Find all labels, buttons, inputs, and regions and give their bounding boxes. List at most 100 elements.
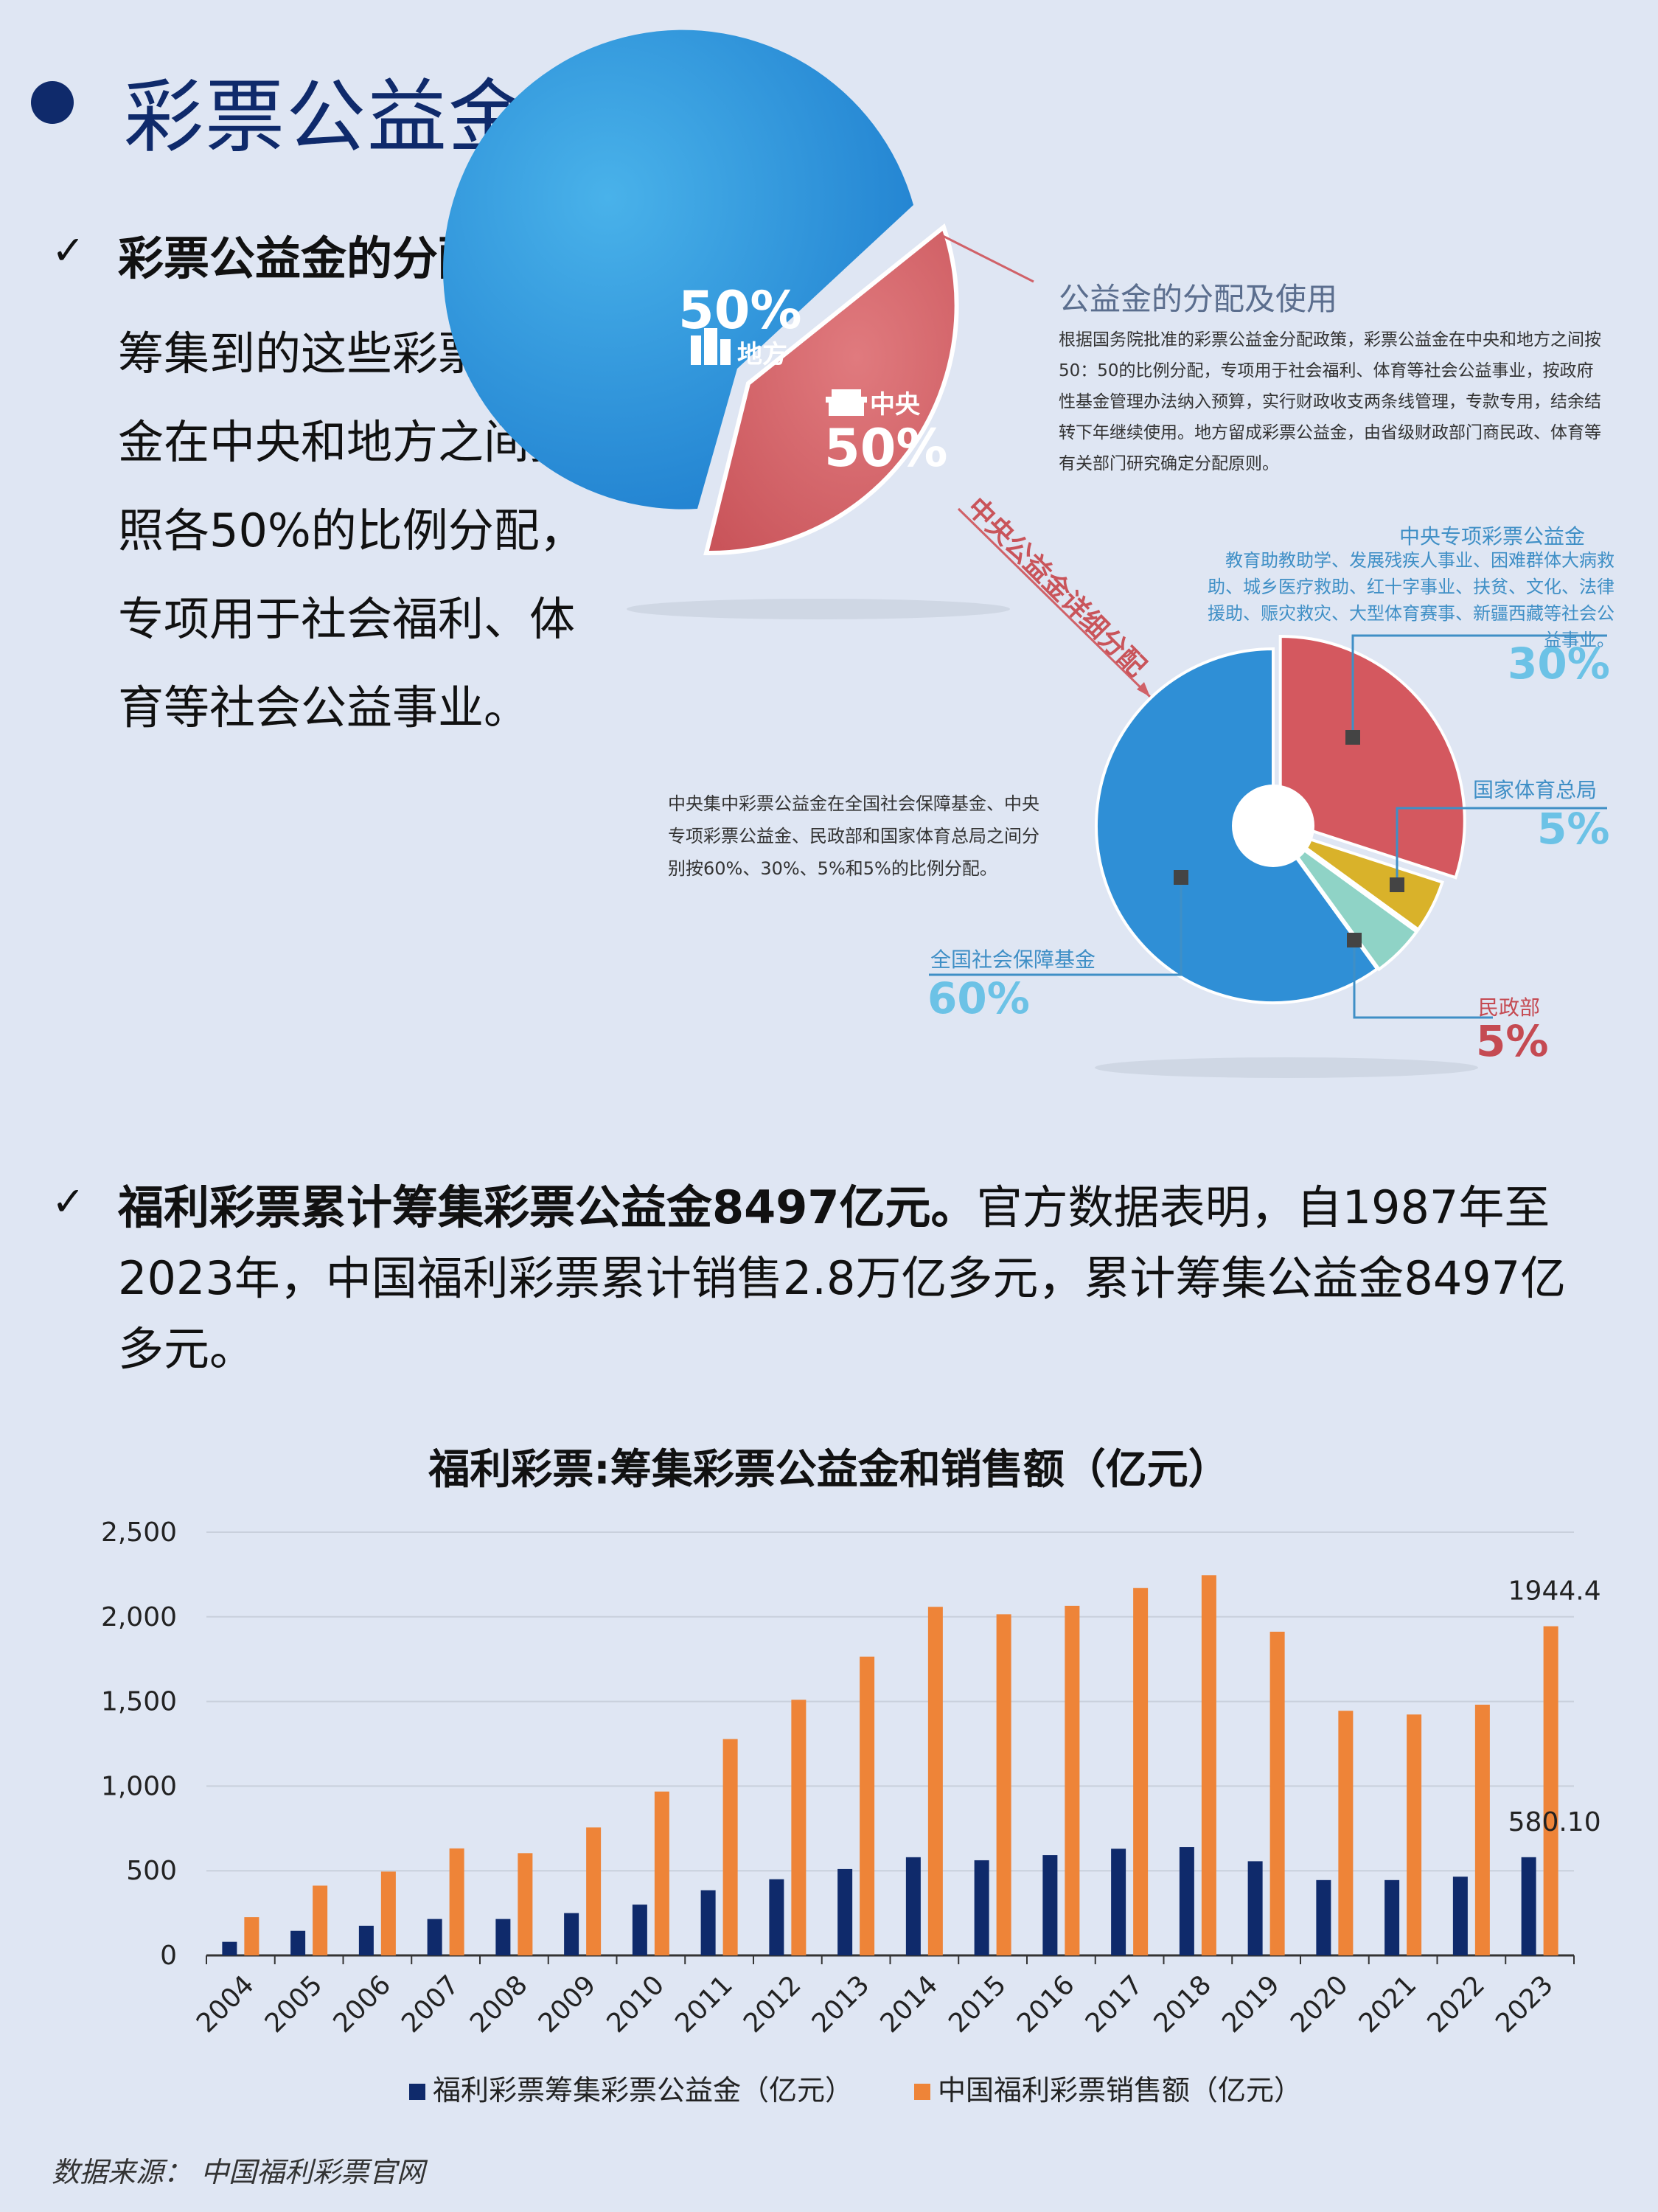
slice-pct-sports: 5% [1537, 804, 1610, 854]
bar-welfare-fund [769, 1879, 784, 1955]
slice-pct-civil-affairs: 5% [1476, 1016, 1549, 1066]
bar-sales [1543, 1626, 1558, 1955]
bar-welfare-fund [1111, 1848, 1126, 1955]
source-note: 数据来源： 中国福利彩票官网 [52, 2156, 425, 2188]
legend-label: 福利彩票筹集彩票公益金（亿元） [433, 2074, 853, 2107]
bar-welfare-fund [1521, 1857, 1536, 1955]
bar-welfare-fund [1247, 1861, 1263, 1955]
x-tick-label: 2011 [669, 1969, 739, 2039]
bar-welfare-fund [427, 1919, 442, 1955]
bar-welfare-fund [974, 1860, 989, 1955]
y-tick-label: 0 [160, 1941, 177, 1971]
bullet2-lead: 福利彩票累计筹集彩票公益金8497亿元。 [118, 1180, 977, 1234]
legend-swatch [409, 2084, 425, 2100]
bar-sales [1474, 1704, 1490, 1955]
x-tick-label: 2016 [1011, 1969, 1081, 2039]
bar-welfare-fund [1384, 1879, 1400, 1955]
distribution-infographic: 50% 地方 中央 50% 中央公益金详细分配 [443, 29, 1607, 1078]
bar-sales [1065, 1605, 1080, 1955]
bar-sales [1269, 1632, 1285, 1955]
marker-square [1174, 870, 1188, 885]
bar-sales [791, 1700, 807, 1955]
bar-welfare-fund [564, 1913, 579, 1955]
bar-sales [860, 1656, 875, 1955]
bar-sales [654, 1791, 669, 1955]
bar-sales [927, 1607, 943, 1955]
pie-slice [1280, 828, 1444, 932]
bullet1-body: 筹集到的这些彩票公益金在中央和地方之间按照各50%的比例分配，专项用于社会福利、… [118, 327, 585, 734]
x-tick-label: 2010 [601, 1969, 670, 2039]
check-icon: ✓ [52, 1178, 86, 1225]
marker-square [1347, 933, 1362, 947]
slice-pct-central-special: 30% [1508, 639, 1610, 689]
bar-sales [313, 1885, 328, 1955]
title-bullet-dot [31, 81, 74, 124]
bar-welfare-fund [222, 1941, 237, 1955]
bar-sales [586, 1827, 602, 1955]
x-tick-label: 2018 [1148, 1969, 1217, 2039]
check-icon: ✓ [52, 227, 86, 274]
pie-shadow [627, 599, 1010, 619]
pie-slice-local [443, 29, 913, 509]
x-tick-label: 2021 [1354, 1969, 1423, 2039]
x-tick-label: 2023 [1490, 1969, 1559, 2039]
bar-welfare-fund [1452, 1877, 1468, 1955]
marker-square [1390, 877, 1404, 892]
x-tick-label: 2012 [738, 1969, 807, 2039]
bar-welfare-fund [290, 1930, 306, 1955]
x-tick-label: 2004 [191, 1969, 260, 2039]
local-label: 地方 [737, 340, 787, 369]
slice-name-civil-affairs: 民政部 [1478, 995, 1541, 1020]
x-tick-label: 2022 [1421, 1969, 1491, 2039]
bullet2-text: 福利彩票累计筹集彩票公益金8497亿元。官方数据表明，自1987年至2023年，… [118, 1172, 1600, 1385]
data-label: 1944.4 [1508, 1576, 1601, 1607]
x-tick-label: 2017 [1080, 1969, 1149, 2039]
bar-sales [244, 1917, 260, 1955]
legend-label: 中国福利彩票销售额（亿元） [938, 2074, 1302, 2107]
bullet2-body: 官方数据表明，自1987年至2023年，中国福利彩票累计销售2.8万亿多元，累计… [118, 1180, 1567, 1376]
allocation-note: 中央集中彩票公益金在全国社会保障基金、中央专项彩票公益金、民政部和国家体育总局之… [668, 793, 1039, 879]
data-label: 580.10 [1508, 1807, 1601, 1837]
info-title: 公益金的分配及使用 [1059, 281, 1338, 317]
bar-sales [996, 1614, 1011, 1955]
slice-name-sports: 国家体育总局 [1473, 778, 1598, 802]
bar-welfare-fund [837, 1868, 853, 1955]
x-tick-label: 2005 [260, 1969, 329, 2039]
bar-welfare-fund [358, 1925, 374, 1955]
bar-welfare-fund [632, 1905, 647, 1955]
x-tick-label: 2009 [533, 1969, 602, 2039]
pie-slice [1278, 634, 1466, 880]
bar-sales [518, 1853, 533, 1955]
slice-name-social-security: 全国社会保障基金 [930, 947, 1096, 972]
bar-welfare-fund [1179, 1847, 1194, 1955]
x-tick-label: 2015 [943, 1969, 1012, 2039]
slice-name-central-special: 中央专项彩票公益金 [1399, 524, 1586, 549]
x-tick-label: 2006 [327, 1969, 397, 2039]
bar-sales [1407, 1714, 1422, 1955]
bar-welfare-fund [905, 1857, 921, 1955]
building-icon [691, 328, 731, 365]
marker-square [1345, 730, 1360, 745]
chart-title: 福利彩票:筹集彩票公益金和销售额（亿元） [428, 1446, 1230, 1494]
x-tick-label: 2019 [1216, 1969, 1286, 2039]
local-pct: 50% [678, 280, 802, 341]
gate-icon [826, 389, 867, 416]
y-tick-label: 1,000 [101, 1771, 177, 1801]
bar-welfare-fund [495, 1919, 511, 1955]
central-label: 中央 [870, 390, 921, 420]
pie-shadow [1095, 1057, 1478, 1078]
bar-sales [1338, 1711, 1354, 1955]
bar-welfare-fund [1042, 1855, 1058, 1955]
x-tick-label: 2008 [464, 1969, 534, 2039]
y-tick-label: 2,500 [101, 1517, 177, 1548]
central-pct: 50% [824, 418, 948, 479]
bar-chart: 0 500 1,000 1,500 2,000 2,500 2004200520062007… [101, 1517, 1601, 2107]
x-tick-label: 2013 [807, 1969, 876, 2039]
bar-sales [380, 1871, 396, 1955]
x-tick-label: 2020 [1285, 1969, 1354, 2039]
arrow-label: 中央公益金详细分配 [961, 492, 1152, 683]
legend-swatch [914, 2084, 930, 2100]
y-tick-label: 2,000 [101, 1602, 177, 1632]
x-tick-label: 2014 [874, 1969, 944, 2039]
info-body: 根据国务院批准的彩票公益金分配政策，彩票公益金在中央和地方之间按50：50的比例… [1059, 330, 1601, 473]
